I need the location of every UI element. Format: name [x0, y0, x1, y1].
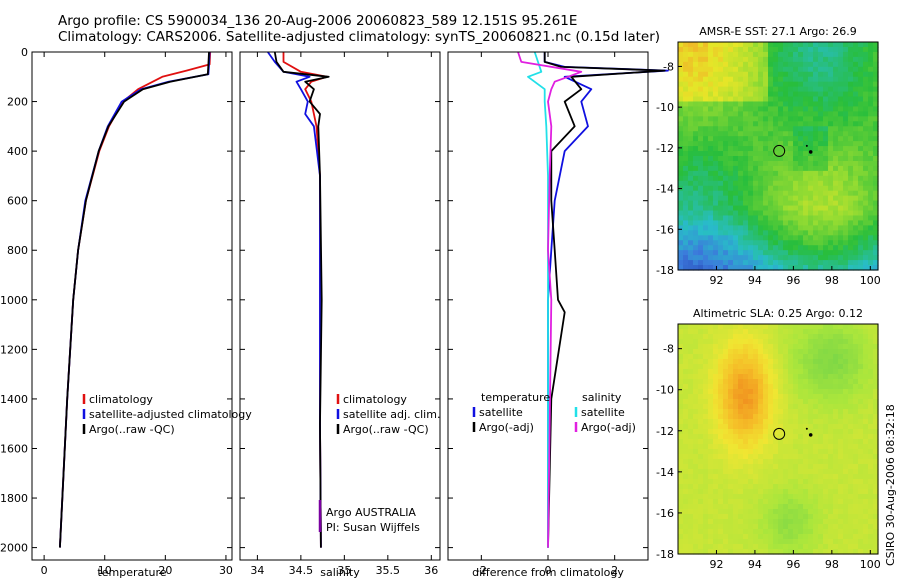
- difference-xlabel: difference from climatology: [472, 566, 624, 579]
- difference-line-0: [543, 52, 669, 548]
- sla-map-ytick-label: -16: [656, 507, 674, 520]
- difference-legend-temp-argo-label: Argo(-adj): [479, 421, 534, 434]
- sst-map-ytick-label: -8: [663, 60, 674, 73]
- temperature-xlabel: temperature: [97, 566, 166, 579]
- difference-xtick-label: 0: [545, 564, 552, 577]
- salinity-legend-item-label: Argo(..raw -QC): [343, 423, 429, 436]
- sst-map-track-point: [805, 144, 808, 147]
- sla-map-ytick-label: -8: [663, 343, 674, 356]
- sst-map-track-point: [808, 150, 813, 154]
- temperature-line-2: [59, 51, 210, 548]
- figure-title-line2: Climatology: CARS2006. Satellite-adjuste…: [58, 29, 661, 45]
- sst-map-ytick-label: -18: [656, 264, 674, 277]
- sst-map-ytick-label: -14: [656, 183, 674, 196]
- sla-map-track-point: [805, 427, 808, 430]
- temperature-ytick-label: 1400: [0, 393, 28, 406]
- difference-line-3: [517, 51, 583, 548]
- difference-legend-title-salinity: salinity: [582, 391, 622, 404]
- salinity-xtick-label: 35: [337, 564, 351, 577]
- sst-map-xtick-label: 98: [825, 274, 839, 287]
- sst-map-xtick-label: 96: [786, 274, 800, 287]
- sst-map-ytick-label: -10: [656, 101, 674, 114]
- sla-map-ytick-label: -10: [656, 384, 674, 397]
- sla-map-track-point: [808, 433, 813, 437]
- temperature-legend-item-label: satellite-adjusted climatology: [89, 408, 252, 421]
- sst-map-frame: [677, 41, 879, 271]
- sst-map-heatmap-cells: [678, 42, 879, 271]
- temperature-ytick-label: 1600: [0, 442, 28, 455]
- sla-map-title: Altimetric SLA: 0.25 Argo: 0.12: [693, 307, 863, 320]
- salinity-xtick-label: 35.5: [376, 564, 401, 577]
- temperature-ytick-label: 2000: [0, 542, 28, 555]
- sst-map-ytick-label: -12: [656, 142, 674, 155]
- sst-map-ytick-label: -16: [656, 223, 674, 236]
- difference-legend-title-temperature: temperature: [481, 391, 550, 404]
- temperature-ytick-label: 200: [7, 96, 28, 109]
- sst-map-xtick-label: 92: [709, 274, 723, 287]
- temperature-xtick-label: 0: [41, 564, 48, 577]
- sla-map-ytick-label: -14: [656, 466, 674, 479]
- difference-line-2: [527, 51, 549, 548]
- salinity-axes-frame: [239, 51, 441, 561]
- temperature-ytick-label: 1200: [0, 343, 28, 356]
- temperature-line-1: [59, 51, 211, 548]
- difference-legend-sal-argo-label: Argo(-adj): [581, 421, 636, 434]
- difference-xtick-label: -2: [476, 564, 487, 577]
- temperature-ytick-label: 1000: [0, 294, 28, 307]
- temperature-xtick-label: 20: [158, 564, 172, 577]
- sla-map-xtick-label: 100: [860, 558, 881, 571]
- temperature-legend-item-label: climatology: [89, 393, 153, 406]
- temperature-line-0: [59, 51, 212, 548]
- temperature-ytick-label: 800: [7, 244, 28, 257]
- sla-map-frame: [677, 323, 879, 555]
- sla-map-ytick-label: -12: [656, 425, 674, 438]
- platform-annotation-line2: PI: Susan Wijffels: [326, 521, 420, 534]
- difference-xtick-label: 2: [611, 564, 618, 577]
- difference-line-1: [543, 52, 666, 548]
- platform-annotation-line1: Argo AUSTRALIA: [326, 506, 416, 519]
- difference-legend-sal-satellite-label: satellite: [581, 406, 625, 419]
- sst-map-title: AMSR-E SST: 27.1 Argo: 26.9: [699, 25, 857, 38]
- difference-legend-temp-satellite-label: satellite: [479, 406, 523, 419]
- temperature-ytick-label: 1800: [0, 492, 28, 505]
- salinity-xlabel: salinity: [320, 566, 360, 579]
- sla-map-xtick-label: 98: [825, 558, 839, 571]
- salinity-xtick-label: 34.5: [289, 564, 314, 577]
- temperature-xtick-label: 30: [219, 564, 233, 577]
- sst-map-xtick-label: 94: [748, 274, 762, 287]
- figure-title-line1: Argo profile: CS 5900034_136 20-Aug-2006…: [58, 13, 578, 29]
- temperature-ytick-label: 0: [21, 46, 28, 59]
- sla-map-heatmap-cells: [678, 324, 879, 555]
- temperature-axes-frame: [31, 51, 233, 561]
- salinity-xtick-label: 36: [424, 564, 438, 577]
- salinity-line-2: [273, 51, 330, 548]
- sla-map-argo-location-marker: [773, 427, 786, 440]
- temperature-legend-item-label: Argo(..raw -QC): [89, 423, 175, 436]
- temperature-ytick-label: 600: [7, 195, 28, 208]
- sla-map-xtick-label: 92: [709, 558, 723, 571]
- sla-map-xtick-label: 94: [748, 558, 762, 571]
- sst-map-xtick-label: 100: [860, 274, 881, 287]
- salinity-line-1: [267, 51, 322, 548]
- sst-map-argo-location-marker: [773, 144, 786, 157]
- sla-map-ytick-label: -18: [656, 548, 674, 561]
- temperature-xtick-label: 10: [98, 564, 112, 577]
- temperature-ytick-label: 400: [7, 145, 28, 158]
- salinity-xtick-label: 34: [250, 564, 264, 577]
- salinity-legend-item-label: climatology: [343, 393, 407, 406]
- salinity-legend-item-label: satellite adj. clim.: [343, 408, 440, 421]
- sla-map-xtick-label: 96: [786, 558, 800, 571]
